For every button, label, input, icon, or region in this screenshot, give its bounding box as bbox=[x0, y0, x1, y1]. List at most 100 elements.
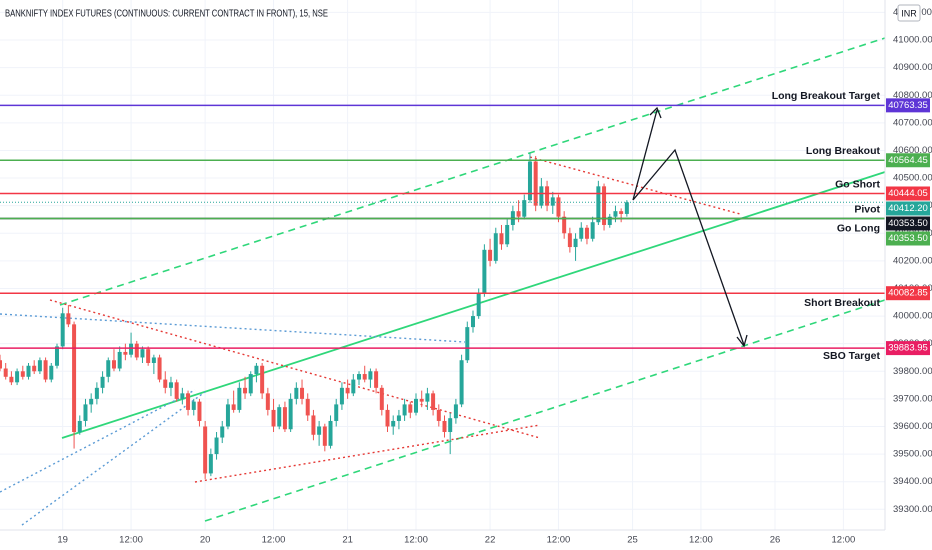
candle-body bbox=[550, 197, 555, 206]
candle-body bbox=[20, 371, 25, 377]
price-box-label: 40353.50 bbox=[888, 218, 928, 229]
candle-body bbox=[527, 161, 532, 201]
candle-body bbox=[254, 365, 259, 375]
candle-body bbox=[419, 398, 424, 402]
candle-body bbox=[197, 401, 202, 421]
candle-body bbox=[9, 376, 14, 383]
candle-body bbox=[345, 387, 350, 394]
candle-body bbox=[624, 202, 629, 214]
candle-body bbox=[545, 186, 550, 206]
arrows bbox=[632, 106, 748, 348]
currency-label: INR bbox=[901, 8, 917, 18]
axis-labels: 39300.00 39400.00 39500.00 39600.00 39700.00… bbox=[57, 7, 932, 546]
candle-body bbox=[54, 346, 59, 366]
candle-body bbox=[77, 420, 82, 433]
currency-badge[interactable] bbox=[897, 4, 921, 22]
y-tick-label: 40500.00 bbox=[893, 173, 932, 184]
candle-body bbox=[243, 387, 248, 394]
y-tick-label: 39500.00 bbox=[893, 449, 932, 460]
candle-body bbox=[402, 404, 407, 416]
candle-body bbox=[248, 374, 253, 394]
candle-body bbox=[357, 374, 362, 380]
level-name: Short Breakout bbox=[804, 297, 880, 309]
candle-body bbox=[89, 398, 94, 405]
candle-body bbox=[168, 382, 173, 388]
level-name: SBO Target bbox=[823, 350, 880, 362]
y-tick-label: 40000.00 bbox=[893, 311, 932, 322]
price-box-label: 40412.20 bbox=[888, 203, 928, 214]
candle-body bbox=[470, 316, 475, 328]
candle-body bbox=[203, 426, 208, 474]
candle-body bbox=[414, 398, 419, 413]
candle-body bbox=[208, 454, 213, 474]
candle-body bbox=[522, 200, 527, 217]
candle-body bbox=[0, 360, 2, 369]
candle-body bbox=[339, 387, 344, 405]
candle-body bbox=[408, 404, 413, 413]
arrow-head bbox=[649, 106, 662, 119]
grid bbox=[0, 0, 885, 530]
price-box bbox=[886, 153, 930, 168]
candle-body bbox=[134, 343, 139, 358]
candle-body bbox=[379, 387, 384, 410]
candle-body bbox=[129, 343, 134, 355]
candle-body bbox=[436, 409, 441, 421]
y-tick-label: 39300.00 bbox=[893, 504, 932, 515]
candle-body bbox=[396, 415, 401, 421]
candle-body bbox=[123, 351, 128, 355]
price-box-label: 39883.95 bbox=[888, 343, 928, 354]
candle-body bbox=[567, 233, 572, 248]
x-tick-label: 12:00 bbox=[404, 535, 428, 546]
triangle-lower bbox=[194, 424, 541, 483]
candle-body bbox=[482, 249, 487, 294]
level-name: Go Long bbox=[837, 222, 880, 234]
candle-body bbox=[368, 371, 373, 380]
arrow-down bbox=[632, 148, 745, 346]
candle-body bbox=[590, 222, 595, 239]
candle-body bbox=[607, 216, 612, 225]
candle-body bbox=[288, 398, 293, 430]
candle-body bbox=[66, 313, 71, 325]
y-tick-label: 39400.00 bbox=[893, 476, 932, 487]
candle-body bbox=[391, 420, 396, 427]
candle-body bbox=[322, 426, 327, 446]
candle-body bbox=[191, 401, 196, 410]
price-box-label: 40763.35 bbox=[888, 100, 928, 111]
candle-body bbox=[260, 365, 265, 394]
x-tick-label: 20 bbox=[200, 535, 211, 546]
candle-body bbox=[117, 351, 122, 369]
resistance-line bbox=[529, 156, 741, 215]
candle-body bbox=[294, 387, 299, 399]
candle-body bbox=[265, 393, 270, 410]
candle-body bbox=[32, 365, 37, 372]
y-tick-label: 40900.00 bbox=[893, 62, 932, 73]
candle-body bbox=[225, 404, 230, 427]
candle-body bbox=[26, 365, 31, 377]
price-box-label: 40444.05 bbox=[888, 188, 928, 199]
y-tick-label: 40700.00 bbox=[893, 117, 932, 128]
price-box-label: 40564.45 bbox=[888, 155, 928, 166]
price-box bbox=[886, 98, 930, 113]
candle-body bbox=[163, 379, 168, 388]
candle-body bbox=[488, 249, 493, 261]
price-axis bbox=[885, 0, 932, 550]
x-tick-label: 25 bbox=[627, 535, 638, 546]
candle-body bbox=[174, 382, 179, 399]
x-tick-label: 26 bbox=[770, 535, 781, 546]
blue-dotted-line bbox=[0, 389, 196, 493]
candle-body bbox=[37, 360, 42, 372]
y-tick-label: 40600.00 bbox=[893, 145, 932, 156]
candle-body bbox=[72, 324, 77, 433]
candle-body bbox=[385, 409, 390, 427]
candle-body bbox=[602, 186, 607, 225]
candle-body bbox=[106, 360, 111, 377]
candle-body bbox=[60, 313, 65, 347]
x-tick-label: 21 bbox=[342, 535, 353, 546]
candle-body bbox=[186, 393, 191, 410]
candle-body bbox=[151, 357, 156, 363]
price-box bbox=[886, 286, 930, 301]
candle-body bbox=[539, 186, 544, 206]
candle-body bbox=[15, 371, 20, 383]
candle-body bbox=[300, 387, 305, 399]
candle-body bbox=[425, 393, 430, 402]
